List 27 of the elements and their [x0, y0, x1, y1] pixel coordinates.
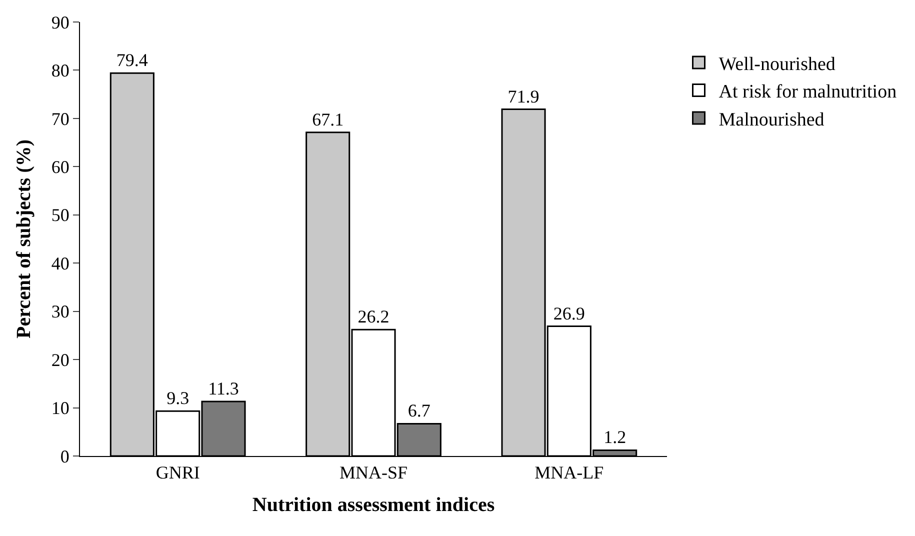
y-tick-label: 50 [51, 205, 70, 226]
legend-label: Well-nourished [718, 54, 836, 75]
y-tick-label: 80 [51, 60, 70, 81]
data-label: 9.3 [166, 388, 190, 408]
x-axis-title: Nutrition assessment indices [252, 494, 495, 516]
data-label: 6.7 [408, 400, 430, 421]
data-label: 79.4 [116, 50, 148, 70]
y-tick-label: 20 [51, 350, 70, 370]
y-tick-label: 60 [51, 156, 70, 177]
data-label: 11.3 [208, 378, 239, 399]
data-label: 67.1 [312, 109, 344, 130]
y-axis-title: Percent of subjects (%) [12, 139, 35, 339]
data-label: 71.9 [508, 86, 540, 106]
legend-label: At risk for malnutrition [718, 82, 898, 103]
y-tick-label: 10 [51, 398, 70, 418]
y-tick-label: 70 [51, 108, 70, 129]
y-tick-label: 40 [51, 253, 70, 274]
data-label: 26.9 [553, 303, 585, 324]
x-tick-label: MNA-SF [339, 462, 408, 483]
y-tick-label: 90 [51, 12, 70, 32]
data-label: 26.2 [358, 306, 390, 327]
x-tick-label: GNRI [156, 462, 200, 483]
y-tick-label: 30 [51, 302, 70, 322]
y-tick-label: 0 [60, 446, 70, 466]
x-tick-label: MNA-LF [534, 462, 604, 483]
data-label: 1.2 [604, 427, 626, 448]
legend-label: Malnourished [718, 109, 825, 130]
